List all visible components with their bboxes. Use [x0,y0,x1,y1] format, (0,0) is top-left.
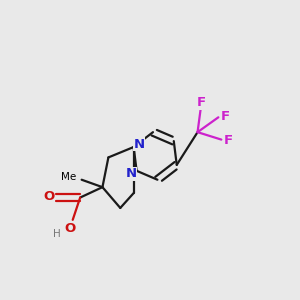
Text: N: N [134,138,145,151]
Text: F: F [221,110,230,123]
Text: O: O [65,222,76,235]
Text: N: N [126,167,137,180]
Text: O: O [43,190,55,202]
Text: F: F [196,96,206,109]
Text: Me: Me [61,172,76,182]
Text: H: H [53,229,61,238]
Text: F: F [224,134,233,147]
